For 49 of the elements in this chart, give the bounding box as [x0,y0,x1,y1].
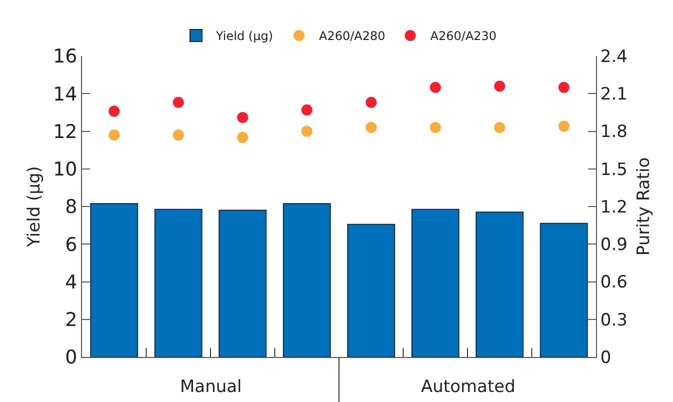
y-tick-label: 4 [65,271,78,294]
bar [90,203,138,357]
bar [282,203,331,357]
bar [347,224,396,357]
point [494,122,506,133]
y2-tick-label: 1.5 [600,160,628,180]
y2-axis-title: Purity Ratio [634,157,654,256]
point [366,96,377,108]
bar [476,212,524,357]
y-tick-label: 6 [65,234,78,256]
point [237,132,248,144]
point [430,122,441,133]
y2-tick-label: 0.6 [600,272,628,293]
point [301,126,312,137]
point [558,82,570,93]
text: Automated [421,377,516,397]
point [237,112,248,123]
point [366,122,377,133]
y-tick-label: 2 [65,309,78,332]
bar [540,222,588,357]
y-tick-label: 12 [53,120,78,143]
y2-tick-label: 0.3 [600,310,628,330]
point [430,82,441,93]
y-tick-label: 10 [53,158,78,181]
y2-tick-label: 1.8 [600,122,628,142]
legend-label: A260/A230 [430,29,497,44]
point [108,130,120,141]
bar [218,210,267,357]
bar [411,208,460,357]
point [558,120,570,132]
y-tick-label: 16 [53,46,78,68]
y2-tick-label: 0.9 [600,235,628,256]
y-tick-label: 8 [65,196,78,218]
point [301,104,312,116]
y-tick-label: 0 [65,346,78,369]
y2-tick-label: 2.4 [600,46,628,67]
legend-label: A260/A280 [319,29,386,44]
y2-tick-label: 1.2 [600,197,628,218]
y2-tick-label: 0 [600,348,612,368]
point [172,96,184,108]
y-tick-label: 14 [53,83,78,106]
bar [154,208,202,357]
point [108,106,120,117]
y2-tick-label: 2.1 [600,84,628,105]
point [172,130,184,141]
y-axis-title: Yield (µg) [24,166,45,248]
text: Manual [180,377,242,397]
legend-label: Yield (µg) [215,29,273,44]
point [494,80,506,92]
